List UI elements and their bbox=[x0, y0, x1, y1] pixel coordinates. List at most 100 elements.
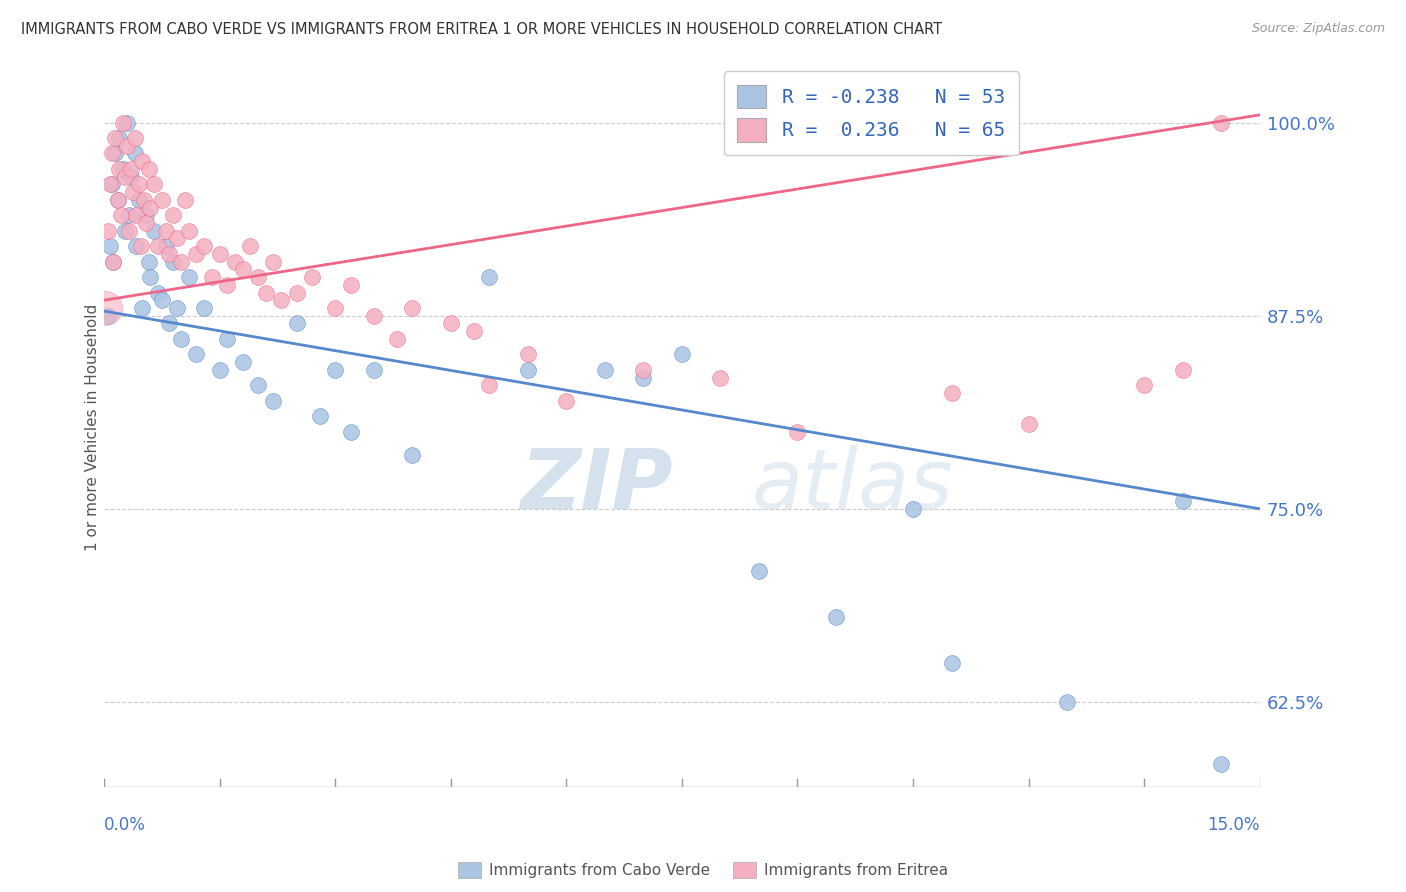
Point bbox=[131, 154, 153, 169]
Point bbox=[208, 247, 231, 261]
Point bbox=[339, 277, 361, 292]
Point bbox=[385, 332, 408, 346]
Point bbox=[100, 178, 122, 192]
Point bbox=[94, 301, 117, 315]
Point bbox=[107, 193, 129, 207]
Point bbox=[363, 363, 385, 377]
Point bbox=[101, 254, 124, 268]
Text: atlas: atlas bbox=[751, 445, 953, 525]
Point bbox=[239, 239, 262, 253]
Point bbox=[193, 301, 215, 315]
Point bbox=[139, 201, 162, 215]
Point bbox=[139, 270, 162, 285]
Point bbox=[217, 277, 239, 292]
Point bbox=[108, 161, 131, 176]
Point bbox=[941, 386, 963, 401]
Point bbox=[633, 370, 655, 384]
Point bbox=[232, 262, 254, 277]
Point bbox=[115, 115, 138, 129]
Point bbox=[177, 224, 200, 238]
Point bbox=[401, 448, 423, 462]
Point bbox=[186, 247, 208, 261]
Point bbox=[155, 239, 177, 253]
Point bbox=[193, 239, 215, 253]
Text: Source: ZipAtlas.com: Source: ZipAtlas.com bbox=[1251, 22, 1385, 36]
Point bbox=[1018, 417, 1040, 431]
Point bbox=[1171, 494, 1194, 508]
Point bbox=[128, 193, 150, 207]
Point bbox=[146, 285, 169, 300]
Point bbox=[166, 301, 188, 315]
Text: IMMIGRANTS FROM CABO VERDE VS IMMIGRANTS FROM ERITREA 1 OR MORE VEHICLES IN HOUS: IMMIGRANTS FROM CABO VERDE VS IMMIGRANTS… bbox=[21, 22, 942, 37]
Y-axis label: 1 or more Vehicles in Household: 1 or more Vehicles in Household bbox=[86, 304, 100, 551]
Point bbox=[108, 131, 131, 145]
Point bbox=[478, 270, 501, 285]
Point bbox=[401, 301, 423, 315]
Point bbox=[516, 363, 538, 377]
Point bbox=[232, 355, 254, 369]
Point bbox=[208, 363, 231, 377]
Point bbox=[463, 324, 485, 338]
Point bbox=[162, 208, 184, 222]
Point bbox=[166, 231, 188, 245]
Point bbox=[301, 270, 323, 285]
Point bbox=[112, 115, 135, 129]
Point bbox=[120, 161, 142, 176]
Point bbox=[285, 317, 308, 331]
Point bbox=[323, 301, 346, 315]
Point bbox=[122, 185, 145, 199]
Point bbox=[177, 270, 200, 285]
Point bbox=[114, 169, 136, 184]
Point bbox=[100, 146, 122, 161]
Point bbox=[107, 193, 129, 207]
Text: 15.0%: 15.0% bbox=[1208, 815, 1260, 834]
Point bbox=[138, 161, 160, 176]
Point bbox=[128, 178, 150, 192]
Point bbox=[155, 224, 177, 238]
Point bbox=[748, 564, 770, 578]
Point bbox=[110, 208, 132, 222]
Point bbox=[132, 193, 155, 207]
Point bbox=[131, 301, 153, 315]
Point bbox=[98, 178, 121, 192]
Point bbox=[633, 363, 655, 377]
Point bbox=[125, 208, 148, 222]
Point bbox=[98, 239, 121, 253]
Point bbox=[201, 270, 224, 285]
Point bbox=[150, 293, 173, 308]
Point bbox=[101, 254, 124, 268]
Point bbox=[217, 332, 239, 346]
Point bbox=[143, 224, 166, 238]
Point bbox=[308, 409, 330, 424]
Point bbox=[135, 208, 157, 222]
Point bbox=[671, 347, 693, 361]
Point bbox=[224, 254, 246, 268]
Point bbox=[114, 224, 136, 238]
Point bbox=[941, 657, 963, 671]
Point bbox=[146, 239, 169, 253]
Point bbox=[285, 285, 308, 300]
Point bbox=[247, 270, 270, 285]
Point bbox=[117, 208, 139, 222]
Point bbox=[254, 285, 277, 300]
Point bbox=[363, 309, 385, 323]
Point bbox=[173, 193, 195, 207]
Text: 0.0%: 0.0% bbox=[104, 815, 146, 834]
Text: ZIP: ZIP bbox=[520, 445, 672, 525]
Point bbox=[478, 378, 501, 392]
Point bbox=[247, 378, 270, 392]
Point bbox=[555, 393, 578, 408]
Point bbox=[270, 293, 292, 308]
Point bbox=[1056, 695, 1078, 709]
Point bbox=[186, 347, 208, 361]
Point bbox=[1171, 363, 1194, 377]
Legend: Immigrants from Cabo Verde, Immigrants from Eritrea: Immigrants from Cabo Verde, Immigrants f… bbox=[453, 856, 953, 884]
Point bbox=[97, 224, 120, 238]
Point bbox=[124, 146, 146, 161]
Point bbox=[1211, 115, 1233, 129]
Point bbox=[516, 347, 538, 361]
Point bbox=[117, 224, 139, 238]
Point bbox=[135, 216, 157, 230]
Point bbox=[262, 254, 284, 268]
Point bbox=[901, 501, 924, 516]
